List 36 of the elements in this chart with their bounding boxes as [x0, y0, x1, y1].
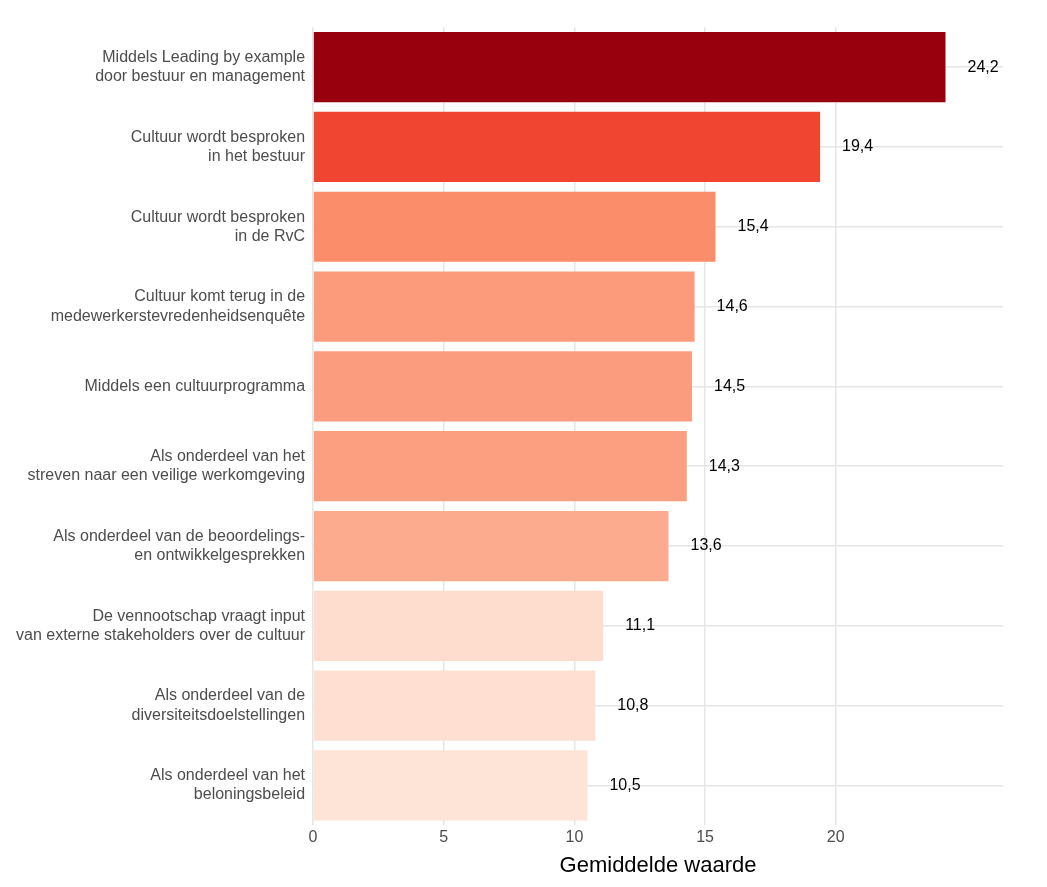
data-label: 10,5: [609, 775, 641, 793]
data-label: 14,5: [714, 376, 746, 394]
y-tick-label: Als onderdeel van de beoordelings- en ontwikkelgesprekken: [53, 526, 306, 564]
y-tick-label: Middels Leading by example door bestuur en management: [95, 47, 306, 85]
data-label: 13,6: [690, 536, 722, 554]
x-axis-title: Gemiddelde waarde: [559, 851, 757, 877]
y-tick-label: Cultuur wordt besproken in de RvC: [130, 207, 306, 244]
bar: [313, 111, 821, 183]
bar: [313, 271, 695, 342]
x-tick-label: 20: [826, 828, 845, 846]
y-tick-label: Cultuur komt terug in de medewerkerstevredenheidsenquête: [50, 287, 306, 324]
y-tick-label: Middels een cultuurprogramma: [84, 376, 306, 394]
y-tick-label: De vennootschap vraagt input van externe stakeholders over de cultuur: [15, 606, 306, 643]
bar: [313, 191, 716, 262]
bar: [313, 590, 604, 661]
bar: [313, 351, 692, 422]
data-label: 24,2: [967, 57, 999, 75]
data-label: 11,1: [625, 616, 656, 634]
y-tick-label: Als onderdeel van het streven naar een veilige werkomgeving: [27, 447, 306, 484]
data-label: 19,4: [842, 137, 874, 155]
bar: [313, 670, 596, 741]
data-label: 15,4: [737, 217, 769, 235]
data-label: 14,3: [708, 456, 741, 474]
data-label: 14,6: [716, 296, 748, 314]
x-tick-label: 15: [696, 828, 715, 846]
bar: [313, 510, 669, 582]
data-label: 10,8: [617, 696, 649, 714]
x-tick-label: 5: [439, 828, 449, 846]
y-tick-label: Cultuur wordt besproken in het bestuur: [130, 127, 306, 164]
x-tick-label: 10: [565, 828, 584, 846]
bar: [313, 31, 946, 103]
bar: [313, 750, 588, 821]
x-tick-label: 0: [308, 828, 318, 846]
bar: [313, 431, 687, 502]
y-tick-label: Als onderdeel van het beloningsbeleid: [150, 766, 306, 803]
y-tick-label: Als onderdeel van de diversiteitsdoelstellingen: [131, 686, 306, 723]
